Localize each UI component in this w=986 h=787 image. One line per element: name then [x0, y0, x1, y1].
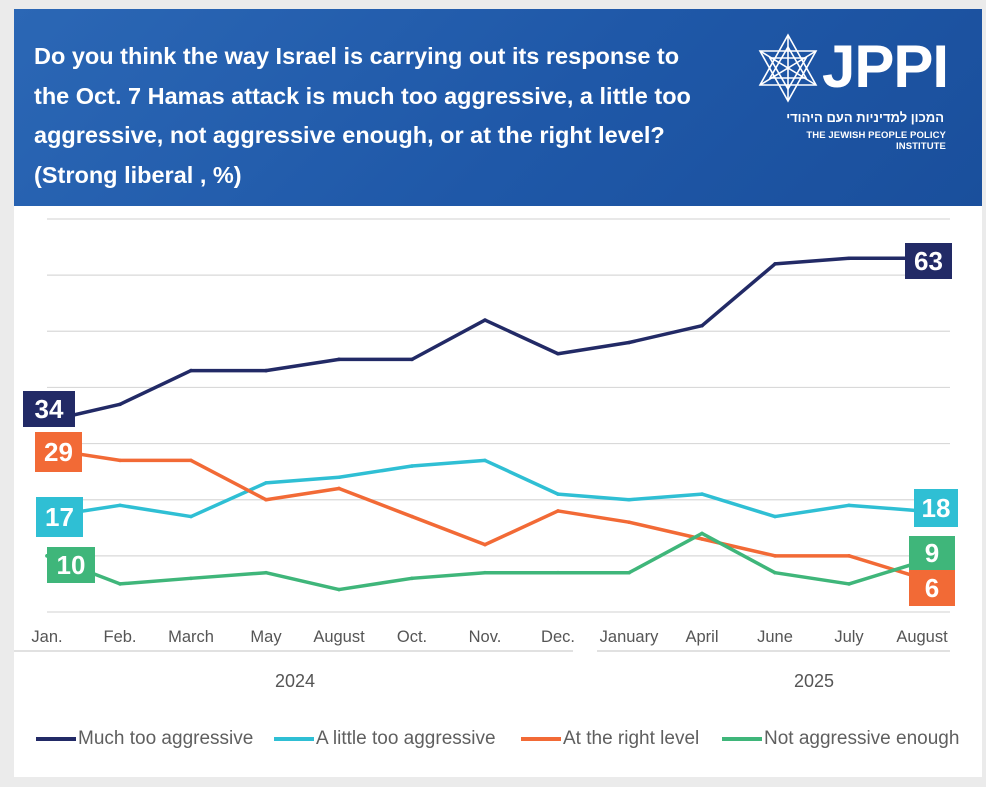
logo-wordmark: JPPI	[822, 33, 949, 100]
x-tick-label: Oct.	[397, 628, 427, 646]
end-label: 29	[44, 437, 73, 467]
data-point	[118, 402, 122, 407]
data-point	[337, 486, 341, 491]
legend-label: Not aggressive enough	[764, 728, 960, 749]
data-point	[627, 570, 631, 575]
x-tick-label: March	[168, 628, 214, 646]
data-point	[556, 570, 560, 575]
x-tick-label: Feb.	[103, 628, 136, 646]
data-point	[556, 351, 560, 356]
end-label: 18	[922, 493, 951, 523]
data-point	[410, 464, 414, 468]
end-label-box	[47, 547, 95, 583]
data-point	[189, 514, 193, 519]
x-tick-label: Nov.	[469, 628, 502, 646]
legend-label: At the right level	[563, 728, 700, 749]
legend-label: A little too aggressive	[316, 728, 496, 749]
data-point	[700, 531, 704, 536]
data-point	[773, 570, 777, 575]
data-point	[847, 256, 851, 261]
legend-item-at-the-right-level: At the right level	[521, 727, 699, 751]
end-label: 34	[35, 394, 64, 424]
legend-swatch	[521, 737, 561, 741]
data-point	[483, 570, 487, 575]
end-label-box	[35, 432, 82, 472]
x-tick-label: August	[896, 628, 948, 646]
legend-item-a-little-too-aggressive: A little too aggressive	[274, 727, 496, 751]
legend-item-not-aggressive-enough: Not aggressive enough	[722, 727, 959, 751]
jppi-logo: JPPI המכון למדיניות העם היהודי THE JEWIS…	[756, 31, 956, 152]
end-label-box	[914, 489, 958, 527]
end-label-box	[905, 243, 952, 279]
end-label: 9	[925, 538, 939, 568]
data-point	[700, 492, 704, 496]
data-point	[700, 323, 704, 328]
end-label: 6	[925, 573, 939, 603]
data-point	[627, 340, 631, 345]
x-tick-label: May	[250, 628, 282, 646]
data-point	[483, 318, 487, 322]
end-label-box	[23, 391, 75, 427]
data-point	[264, 570, 268, 575]
data-point	[264, 368, 268, 373]
data-point	[847, 554, 851, 558]
logo-subtitle: THE JEWISH PEOPLE POLICY INSTITUTE	[806, 130, 946, 152]
chart-title: Do you think the way Israel is carrying …	[34, 43, 691, 188]
logo-hebrew-name: המכון למדיניות העם היהודי	[786, 110, 944, 125]
data-point	[410, 357, 414, 362]
chart-header: Do you think the way Israel is carrying …	[14, 9, 982, 206]
data-point	[773, 514, 777, 519]
data-point	[118, 503, 122, 508]
data-point	[337, 475, 341, 480]
end-label: 63	[914, 246, 943, 276]
end-label: 10	[57, 550, 86, 580]
data-point	[118, 458, 122, 463]
legend-swatch	[722, 737, 762, 741]
data-point	[189, 576, 193, 581]
data-point	[337, 357, 341, 362]
series-line	[45, 458, 924, 519]
year-group-label: 2025	[794, 671, 834, 691]
end-label-box	[909, 570, 955, 606]
data-point	[556, 492, 560, 496]
series-line	[45, 256, 924, 423]
data-point	[483, 542, 487, 547]
x-tick-label: January	[600, 628, 659, 646]
x-tick-label: Dec.	[541, 628, 575, 646]
data-point	[847, 582, 851, 586]
data-point	[556, 509, 560, 513]
data-point	[773, 262, 777, 266]
legend-swatch	[36, 737, 76, 741]
data-point	[627, 520, 631, 524]
x-tick-label: August	[313, 628, 365, 646]
data-point	[700, 537, 704, 541]
legend-item-much-too-aggressive: Much too aggressive	[36, 727, 253, 751]
data-point	[118, 582, 122, 586]
data-point	[264, 481, 268, 485]
legend-swatch	[274, 737, 314, 741]
x-tick-label: Jan.	[31, 628, 62, 646]
end-label-box	[36, 497, 83, 537]
legend-label: Much too aggressive	[78, 728, 254, 749]
data-point	[410, 514, 414, 519]
end-label-box	[909, 536, 955, 570]
star-of-david-icon	[758, 33, 818, 103]
data-point	[410, 576, 414, 581]
data-point	[773, 554, 777, 558]
series-line	[45, 531, 924, 592]
x-tick-label: June	[757, 628, 793, 646]
data-point	[337, 587, 341, 592]
data-point	[189, 458, 193, 463]
data-point	[627, 497, 631, 502]
data-point	[189, 368, 193, 373]
x-tick-label: July	[834, 628, 864, 646]
data-point	[483, 458, 487, 463]
x-tick-label: April	[685, 628, 718, 646]
year-group-label: 2024	[275, 671, 315, 691]
data-point	[264, 497, 268, 502]
data-point	[847, 503, 851, 508]
end-label: 17	[45, 502, 74, 532]
